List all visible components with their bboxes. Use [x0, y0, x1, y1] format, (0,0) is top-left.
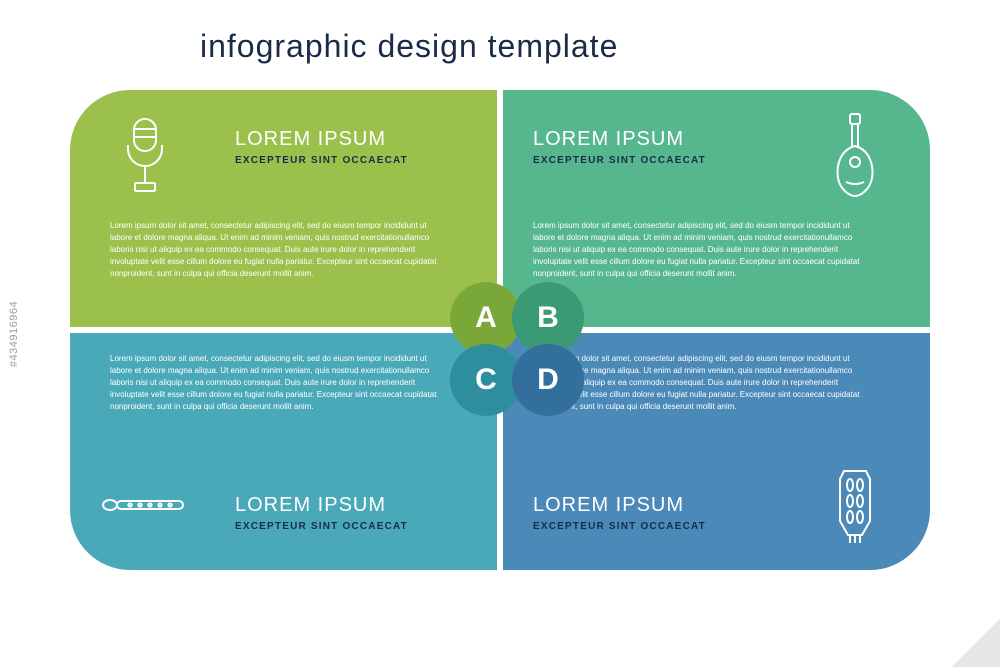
- panel-c-body: Lorem ipsum dolor sit amet, consectetur …: [110, 353, 440, 413]
- panel-b-body: Lorem ipsum dolor sit amet, consectetur …: [533, 220, 863, 280]
- corner-fold-icon: [952, 619, 1000, 667]
- panel-c: Lorem ipsum dolor sit amet, consectetur …: [70, 333, 497, 570]
- flute-icon: [100, 460, 190, 550]
- watermark-text: #434916964: [8, 300, 20, 366]
- panel-a: LOREM IPSUM EXCEPTEUR SINT OCCAECAT Lore…: [70, 90, 497, 327]
- badge-d: D: [512, 344, 584, 416]
- panel-a-heading-block: LOREM IPSUM EXCEPTEUR SINT OCCAECAT: [235, 128, 408, 166]
- panel-a-body: Lorem ipsum dolor sit amet, consectetur …: [110, 220, 440, 280]
- panel-d-heading-block: LOREM IPSUM EXCEPTEUR SINT OCCAECAT: [533, 494, 706, 532]
- panel-c-heading: LOREM IPSUM: [235, 494, 408, 517]
- guitar-head-icon: [810, 460, 900, 550]
- panel-b-heading: LOREM IPSUM: [533, 128, 706, 151]
- panel-b-subheading: EXCEPTEUR SINT OCCAECAT: [533, 155, 706, 166]
- panel-a-heading: LOREM IPSUM: [235, 128, 408, 151]
- panel-b-heading-block: LOREM IPSUM EXCEPTEUR SINT OCCAECAT: [533, 128, 706, 166]
- panel-d-heading: LOREM IPSUM: [533, 494, 706, 517]
- panel-d-subheading: EXCEPTEUR SINT OCCAECAT: [533, 521, 706, 532]
- panel-c-heading-block: LOREM IPSUM EXCEPTEUR SINT OCCAECAT: [235, 494, 408, 532]
- page-title: infographic design template: [0, 0, 1000, 65]
- microphone-icon: [100, 110, 190, 200]
- panel-a-subheading: EXCEPTEUR SINT OCCAECAT: [235, 155, 408, 166]
- panel-c-subheading: EXCEPTEUR SINT OCCAECAT: [235, 521, 408, 532]
- mandolin-icon: [810, 110, 900, 200]
